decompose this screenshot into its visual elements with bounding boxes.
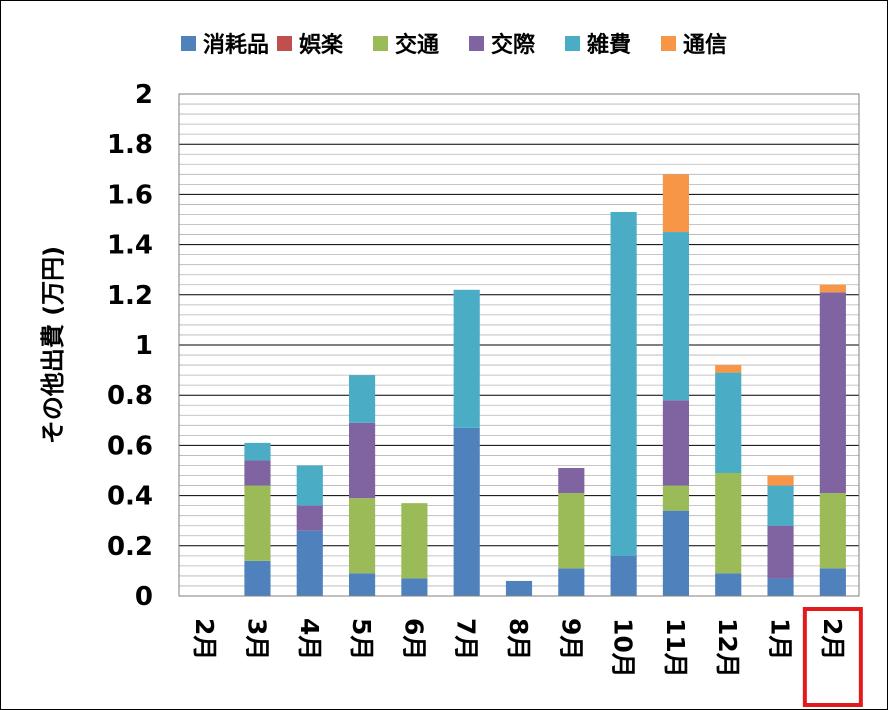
bar-segment [401, 578, 428, 596]
legend-swatch [181, 36, 196, 51]
bar-segment [662, 232, 689, 401]
bar-segment [819, 292, 846, 494]
bar-segment [715, 372, 742, 474]
bar-segment [715, 573, 742, 596]
bar-segment [767, 475, 794, 486]
bar-segment [662, 400, 689, 486]
bar-segment [296, 505, 323, 531]
bar-segment [662, 485, 689, 511]
x-tick-label: 4月 [295, 618, 324, 660]
bar-segment [767, 578, 794, 596]
x-tick-label: 7月 [452, 618, 481, 660]
legend-label: 雑費 [586, 32, 631, 58]
bar-segment [244, 460, 271, 486]
x-tick-label: 2月 [190, 618, 219, 660]
y-tick-label: 1.4 [107, 231, 153, 261]
y-tick-label: 0.8 [107, 381, 153, 411]
legend-swatch [277, 36, 292, 51]
bars [244, 174, 846, 596]
bar-segment [715, 365, 742, 373]
x-tick-label: 9月 [556, 618, 585, 660]
y-axis-title-group: その他出費 (万円) [39, 246, 67, 444]
bar-segment [505, 580, 533, 596]
bar-segment [819, 568, 846, 596]
x-tick-label: 1月 [766, 618, 795, 660]
bar-segment [715, 473, 742, 574]
y-tick-label: 0 [135, 582, 153, 612]
x-tick-label: 12月 [713, 618, 742, 678]
legend-swatch [373, 36, 388, 51]
legend-swatch [661, 36, 676, 51]
bar-segment [349, 498, 376, 574]
bar-segment [610, 211, 637, 556]
highlight-box [802, 607, 863, 707]
x-tick-label: 10月 [609, 618, 638, 678]
legend-label: 交通 [395, 32, 439, 58]
bar-segment [767, 525, 794, 579]
y-tick-label: 1 [135, 331, 153, 361]
y-tick-label: 1.2 [107, 281, 153, 311]
bar-segment [244, 442, 271, 461]
legend-swatch [565, 36, 580, 51]
bar-segment [662, 510, 689, 596]
y-tick-label: 1.8 [107, 130, 153, 160]
x-tick-label: 3月 [242, 618, 271, 660]
y-tick-label: 0.2 [107, 532, 153, 562]
legend-label: 交際 [491, 32, 536, 58]
bar-segment [296, 465, 323, 506]
bar-segment [296, 530, 323, 596]
y-tick-label: 2 [135, 80, 153, 110]
gridlines [179, 103, 859, 587]
plot-area-frame [178, 93, 860, 597]
legend-label: 娯楽 [299, 32, 344, 58]
bar-segment [558, 467, 585, 494]
x-tick-label: 11月 [661, 618, 690, 678]
y-axis-ticks: 0 0.2 0.4 0.6 0.8 1 1.2 1.4 1.6 1.8 2 [107, 80, 153, 612]
bar-segment [558, 493, 585, 569]
bar-segment [610, 555, 637, 596]
y-tick-label: 0.6 [107, 431, 153, 461]
y-tick-label: 1.6 [107, 180, 153, 210]
bar-segment [401, 503, 428, 579]
legend: 消耗品 娯楽 交通 交際 雑費 通信 [181, 32, 727, 58]
legend-label: 通信 [683, 32, 727, 58]
x-tick-label: 5月 [347, 618, 376, 660]
x-tick-label: 6月 [399, 618, 428, 660]
x-tick-label: 8月 [504, 618, 533, 660]
bar-segment [244, 560, 271, 596]
bar-segment [819, 284, 846, 293]
bar-segment [244, 485, 271, 561]
y-axis-title: その他出費 (万円) [39, 246, 67, 444]
bar-segment [558, 568, 585, 596]
bar-segment [349, 422, 376, 499]
bar-segment [767, 485, 794, 526]
bar-segment [453, 289, 480, 428]
legend-label: 消耗品 [203, 32, 269, 58]
bar-segment [453, 427, 480, 596]
bar-segment [349, 375, 376, 423]
x-tick-label: 2月 [818, 618, 847, 660]
y-tick-label: 0.4 [107, 482, 153, 512]
x-axis-ticks: 2月 3月 4月 5月 6月 7月 8月 9月 10月 11月 12月 1月 2月 [190, 618, 847, 678]
legend-swatch [469, 36, 484, 51]
bar-segment [349, 573, 376, 596]
bar-segment [819, 493, 846, 569]
bar-segment [662, 174, 689, 233]
